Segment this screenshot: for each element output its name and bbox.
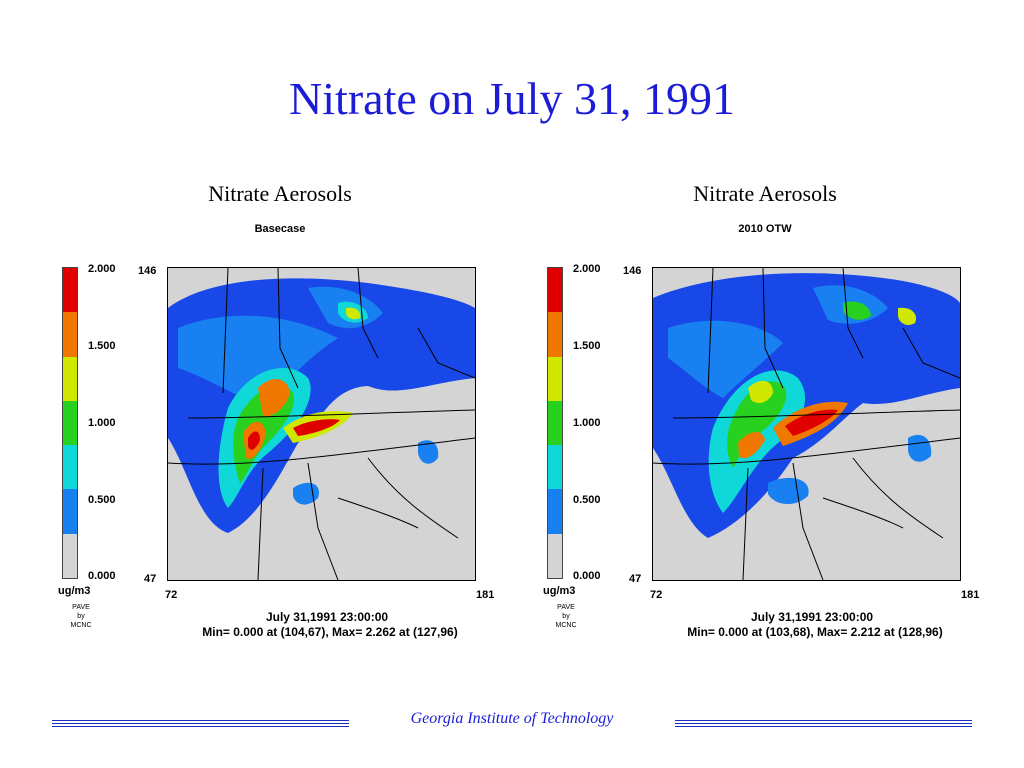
scale-tick: 1.000	[88, 417, 116, 429]
color-scale	[547, 267, 563, 579]
panel-basecase: Nitrate Aerosols Basecase 2.000 1.500 1.…	[50, 175, 510, 655]
footer-rule-left	[52, 720, 349, 728]
x-axis-right-label: 181	[961, 589, 980, 601]
scale-tick-max: 2.000	[573, 263, 601, 275]
scale-tick-min: 0.000	[573, 570, 601, 582]
scale-tick-max: 2.000	[88, 263, 116, 275]
min-max-readout: Min= 0.000 at (104,67), Max= 2.262 at (1…	[202, 625, 458, 639]
footer-text: Georgia Institute of Technology	[410, 710, 614, 727]
y-axis-bottom-label: 47	[629, 573, 642, 585]
concentration-map	[167, 267, 476, 581]
panel-title: Nitrate Aerosols	[208, 181, 352, 206]
panel-title: Nitrate Aerosols	[693, 181, 837, 206]
scale-tick: 1.500	[88, 340, 116, 352]
x-axis-left-label: 72	[650, 589, 663, 601]
panel-subtitle: Basecase	[254, 223, 306, 235]
footer-rule-right	[675, 720, 972, 728]
footer: Georgia Institute of Technology	[0, 708, 1024, 732]
units-label: ug/m3	[58, 585, 91, 597]
map-graphic	[168, 268, 475, 580]
color-scale	[62, 267, 78, 579]
scale-tick-min: 0.000	[88, 570, 116, 582]
slide-title: Nitrate on July 31, 1991	[289, 73, 735, 124]
timestamp: July 31,1991 23:00:00	[265, 610, 389, 624]
map-graphic	[653, 268, 960, 580]
credit-text: PAVE by MCNC	[70, 604, 92, 629]
y-axis-top-label: 146	[138, 265, 157, 277]
units-label: ug/m3	[543, 585, 576, 597]
min-max-readout: Min= 0.000 at (103,68), Max= 2.212 at (1…	[687, 625, 943, 639]
x-axis-right-label: 181	[476, 589, 495, 601]
panel-subtitle: 2010 OTW	[738, 223, 792, 235]
scale-tick: 1.500	[573, 340, 601, 352]
scale-tick: 0.500	[573, 494, 601, 506]
scale-tick: 1.000	[573, 417, 601, 429]
y-axis-top-label: 146	[623, 265, 642, 277]
panel-2010-otw: Nitrate Aerosols 2010 OTW 2.000 1.500 1.…	[535, 175, 995, 655]
x-axis-left-label: 72	[165, 589, 178, 601]
scale-tick: 0.500	[88, 494, 116, 506]
credit-text: PAVE by MCNC	[555, 604, 577, 629]
y-axis-bottom-label: 47	[144, 573, 157, 585]
concentration-map	[652, 267, 961, 581]
timestamp: July 31,1991 23:00:00	[750, 610, 874, 624]
